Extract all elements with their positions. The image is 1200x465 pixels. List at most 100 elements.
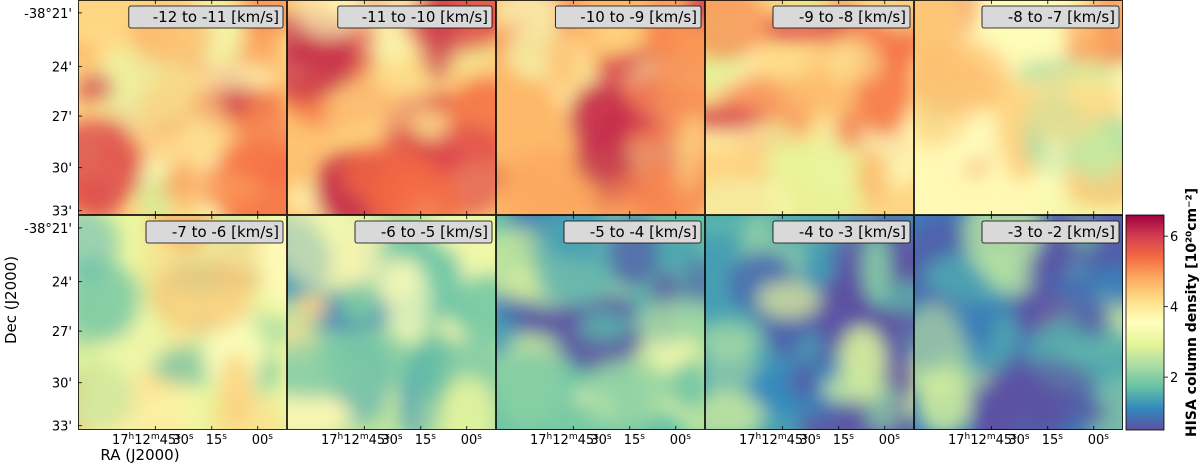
intensity-blob [856,147,889,206]
intensity-blob [417,325,450,410]
intensity-blob [788,363,818,401]
x-tick-segment: m [151,432,160,442]
panel-9 [705,215,914,430]
intensity-blob [496,281,521,360]
y-tick-label: -38°21' [24,7,72,22]
x-tick-segment: m [569,432,578,442]
x-tick-segment: 12 [552,433,569,448]
x-tick-segment: 12 [343,433,360,448]
intensity-blob [819,37,884,85]
x-tick-segment: m [360,432,369,442]
panel-2 [287,0,496,215]
x-tick-label: 17h12m45s [321,432,390,448]
panel-frame [705,0,914,215]
x-tick-label: 30s [1008,432,1030,448]
x-tick-segment: 17 [530,433,547,448]
panel-label-1: -12 to -11 [km/s] [128,5,284,29]
panel-velocity-label: -11 to -10 [km/s] [362,8,488,26]
y-axis-title: Dec (J2000) [2,256,20,344]
x-tick-label: 30s [590,432,612,448]
intensity-blob [1075,130,1122,183]
x-tick-segment: s [803,432,808,442]
x-tick-segment: m [987,432,996,442]
intensity-blob [157,167,263,208]
x-axis-title: RA (J2000) [100,446,179,464]
intensity-blob [862,233,891,304]
x-tick-label: 15s [624,432,646,448]
y-tick-labels: -38°21' 24' 27' 30' 33' -38°21' 24' 27' 30' 33' [24,7,82,435]
colorbar: 2 4 6 HISA column density [10²⁰cm⁻²] [1125,188,1200,437]
y-tick-label: 33' [52,420,72,435]
x-tick-segment: 45 [369,433,386,448]
x-tick-segment: h [338,432,344,442]
x-tick-segment: 12 [134,433,151,448]
x-tick-label: 00s [252,432,274,448]
x-tick-label: 30s [172,432,194,448]
intensity-blob [287,391,351,430]
intensity-blob [667,361,705,411]
x-tick-segment: s [385,432,390,442]
intensity-blob [705,392,765,430]
x-tick-segment: h [965,432,971,442]
intensity-blob [371,35,404,63]
x-tick-label: 00s [1088,432,1110,448]
x-tick-segment: 17 [112,433,129,448]
panel-label-4: -9 to -8 [km/s] [772,5,911,29]
panel-1 [78,0,287,215]
panel-label-box [337,5,493,29]
x-tick-label: 15s [1042,432,1064,448]
panel-label-box [555,5,702,29]
x-tick-label: 17h12m45s [948,432,1017,448]
panel-velocity-label: -10 to -9 [km/s] [580,8,697,26]
y-tick-label: 27' [52,110,72,125]
x-tick-segment: 45 [160,433,177,448]
y-tick-label: 27' [52,325,72,340]
intensity-blob [78,119,143,213]
intensity-blob [316,215,350,246]
panel-label-box [563,220,702,244]
x-tick-label: 17h12m45s [739,432,808,448]
intensity-blob [582,364,678,406]
intensity-blob [705,175,796,215]
colorbar-title: HISA column density [10²⁰cm⁻²] [1184,188,1200,437]
colorbar-tick-label: 6 [1170,230,1178,245]
panel-label-box [981,5,1120,29]
intensity-blob [705,0,768,62]
panel-label-8: -5 to -4 [km/s] [563,220,702,244]
panel-frame [287,0,496,215]
panel-label-box [145,220,284,244]
intensity-blob [219,353,253,430]
x-tick-label: 30s [381,432,403,448]
panel-label-7: -6 to -5 [km/s] [354,220,493,244]
x-tick-label: 00s [879,432,901,448]
colorbar-tick-label: 4 [1170,301,1178,316]
panel-frame [705,215,914,430]
intensity-blob [78,360,135,430]
panel-8 [496,215,705,430]
intensity-blob [148,257,253,334]
panel-velocity-label: -7 to -6 [km/s] [172,223,279,241]
intensity-blob [641,157,677,205]
y-tick-label: -38°21' [24,222,72,237]
intensity-blob [440,377,496,430]
intensity-blob [756,280,821,319]
intensity-blob [436,298,479,324]
panel-velocity-label: -8 to -7 [km/s] [1008,8,1115,26]
intensity-blob [496,350,576,430]
intensity-blob [579,312,632,340]
y-tick-label: 30' [52,377,72,392]
panel-frame [914,215,1123,430]
x-tick-segment: h [547,432,553,442]
intensity-blob [368,158,462,215]
panel-labels: -12 to -11 [km/s] -11 to -10 [km/s] -10 to… [128,5,1120,244]
panel-label-box [128,5,284,29]
intensity-blob [1025,70,1107,149]
x-tick-label: 17h12m45s [112,432,181,448]
intensity-blob [78,215,120,278]
panel-label-box [772,220,911,244]
intensity-blob [986,357,1097,419]
intensity-blob [78,260,139,342]
panel-velocity-label: -5 to -4 [km/s] [590,223,697,241]
